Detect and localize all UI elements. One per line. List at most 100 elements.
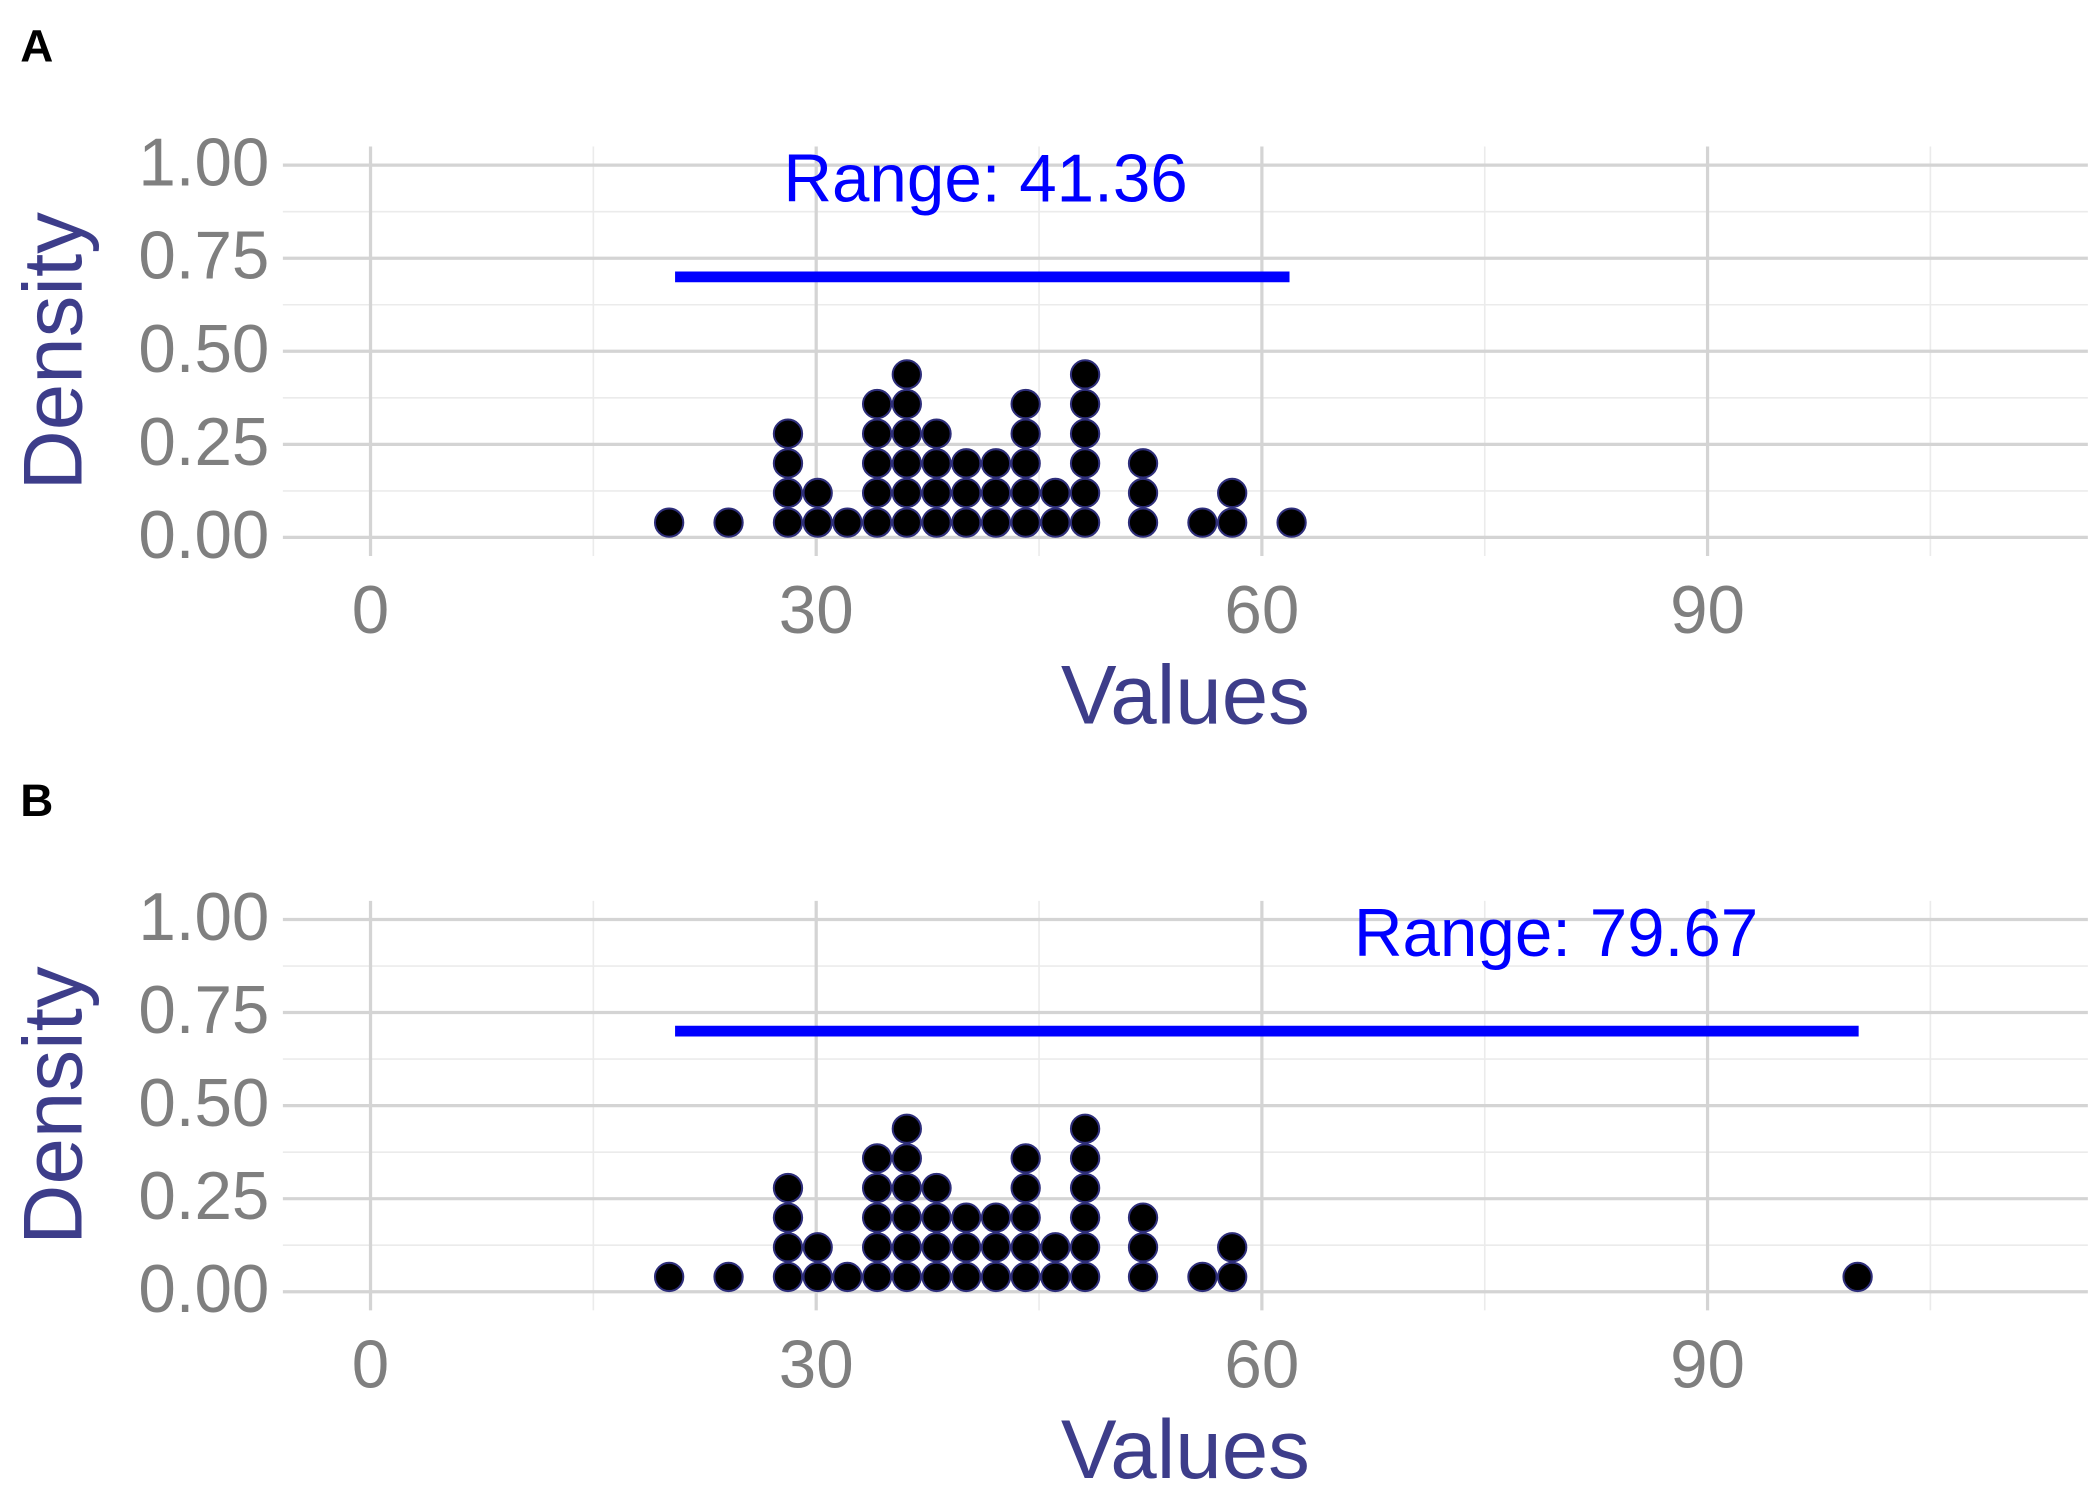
dot <box>1842 1261 1873 1293</box>
dot <box>1069 1232 1101 1263</box>
dot <box>802 477 833 509</box>
dot <box>1127 1232 1159 1263</box>
dot <box>861 1172 893 1204</box>
dot <box>1069 448 1101 479</box>
dot <box>921 1261 952 1293</box>
dot <box>861 1202 893 1233</box>
dot <box>891 1232 922 1263</box>
dot <box>1127 1261 1159 1293</box>
x-axis-title: Values <box>1061 648 1310 742</box>
dot <box>1010 418 1041 449</box>
dot <box>1040 1232 1071 1263</box>
dot <box>921 477 952 509</box>
dot <box>861 388 893 420</box>
y-tick-label: 0.00 <box>138 1252 269 1327</box>
x-tick-label: 90 <box>1670 1327 1745 1402</box>
dot <box>861 1261 893 1293</box>
dot <box>1217 1232 1248 1263</box>
dot <box>1069 359 1101 390</box>
dot <box>980 507 1012 538</box>
dot <box>1276 507 1307 538</box>
dot <box>1127 477 1159 509</box>
dot <box>1069 418 1101 449</box>
y-tick-label: 0.50 <box>138 312 269 387</box>
dot <box>1217 507 1248 538</box>
dot <box>1010 1143 1041 1174</box>
dot <box>891 477 922 509</box>
dot <box>861 1143 893 1174</box>
dot <box>861 448 893 479</box>
dot <box>1069 388 1101 420</box>
dot <box>1010 1261 1041 1293</box>
dot <box>1127 507 1159 538</box>
dot <box>802 1261 833 1293</box>
dot <box>891 1202 922 1233</box>
dot <box>951 507 982 538</box>
dot <box>921 1232 952 1263</box>
dot <box>802 507 833 538</box>
dot <box>713 507 744 538</box>
dot <box>1010 507 1041 538</box>
dot <box>891 448 922 479</box>
dot <box>1069 507 1101 538</box>
dot <box>1010 1202 1041 1233</box>
dot <box>951 1261 982 1293</box>
dot <box>921 1172 952 1204</box>
dot <box>891 418 922 449</box>
dot <box>921 418 952 449</box>
range-annotation: Range: 79.67 <box>1354 896 1758 971</box>
dot <box>951 477 982 509</box>
dot <box>891 359 922 390</box>
x-tick-label: 0 <box>352 573 389 648</box>
dot <box>1069 1113 1101 1144</box>
dot <box>1069 1143 1101 1174</box>
dot <box>861 1232 893 1263</box>
y-tick-label: 1.00 <box>138 880 269 955</box>
x-axis-title: Values <box>1061 1402 1310 1496</box>
dot <box>772 507 804 538</box>
dot <box>713 1261 744 1293</box>
dot <box>1010 477 1041 509</box>
dot <box>772 1202 804 1233</box>
dot <box>891 388 922 420</box>
y-axis-title: Density <box>5 212 99 491</box>
y-tick-label: 0.25 <box>138 1159 269 1234</box>
dot <box>1217 477 1248 509</box>
dot <box>921 448 952 479</box>
dot <box>861 418 893 449</box>
x-tick-label: 0 <box>352 1327 389 1402</box>
dot <box>1127 1202 1159 1233</box>
dot <box>832 1261 863 1293</box>
range-annotation: Range: 41.36 <box>783 142 1187 217</box>
x-tick-label: 60 <box>1224 1327 1299 1402</box>
x-tick-label: 60 <box>1224 573 1299 648</box>
y-axis-title: Density <box>5 966 99 1245</box>
x-tick-label: 90 <box>1670 573 1745 648</box>
dot <box>1010 448 1041 479</box>
x-tick-label: 30 <box>779 573 854 648</box>
panel-tag: A <box>20 21 53 72</box>
dot <box>980 1202 1012 1233</box>
dot <box>951 1232 982 1263</box>
dot <box>1217 1261 1248 1293</box>
dot <box>1069 1261 1101 1293</box>
dot <box>1010 1172 1041 1204</box>
y-tick-label: 0.75 <box>138 973 269 1048</box>
dot <box>921 507 952 538</box>
dot <box>1040 477 1071 509</box>
dot <box>653 507 685 538</box>
dot <box>951 1202 982 1233</box>
dot <box>772 448 804 479</box>
dot <box>1010 388 1041 420</box>
dot <box>832 507 863 538</box>
dot <box>1187 507 1218 538</box>
y-tick-label: 0.25 <box>138 405 269 480</box>
panel-tag: B <box>20 775 53 826</box>
dot <box>861 477 893 509</box>
dot <box>1069 477 1101 509</box>
y-tick-label: 0.00 <box>138 498 269 573</box>
dot <box>1040 507 1071 538</box>
dot <box>951 448 982 479</box>
dot <box>980 1261 1012 1293</box>
